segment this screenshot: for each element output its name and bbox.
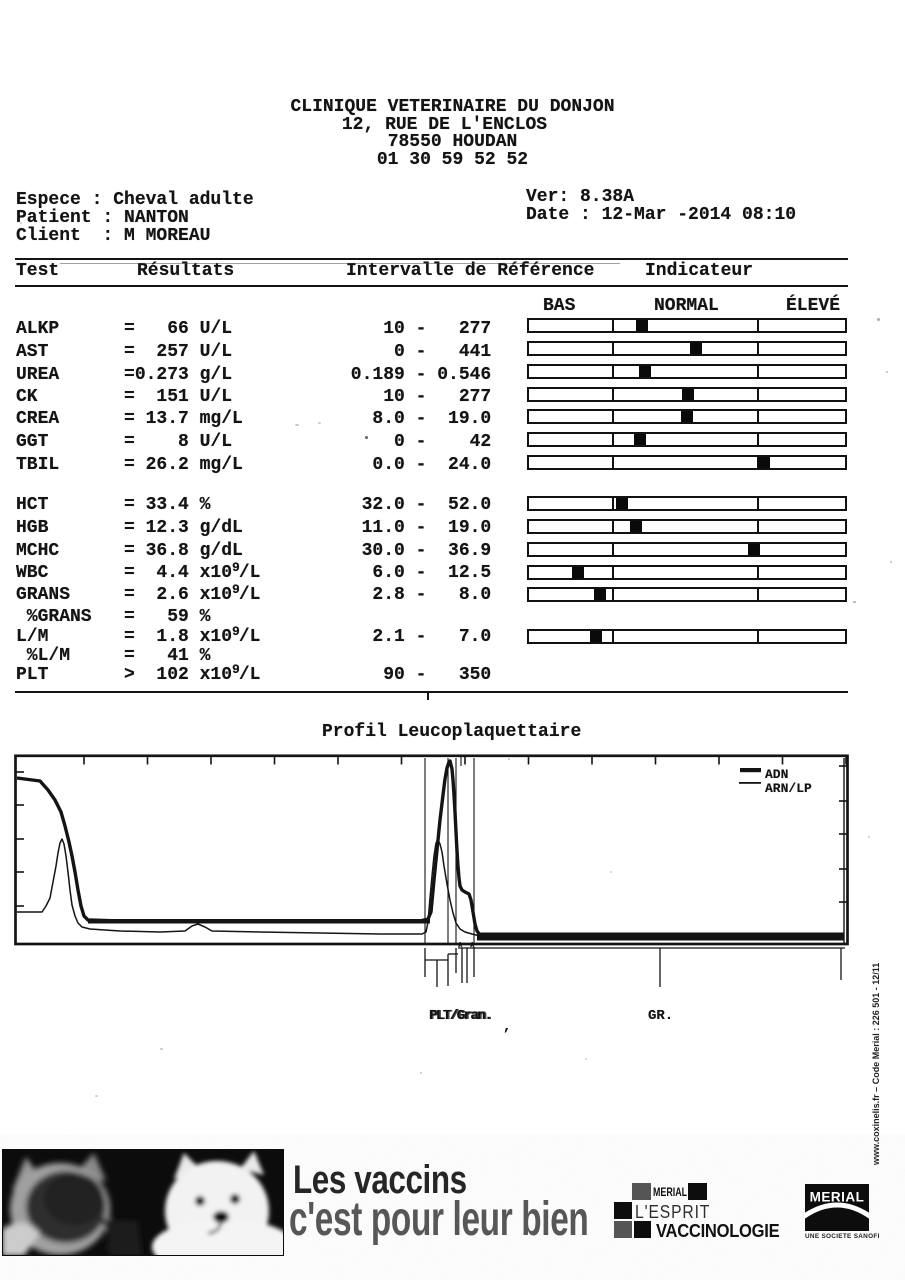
svg-text:*: * bbox=[468, 941, 476, 957]
svg-text:MERIAL: MERIAL bbox=[810, 1188, 865, 1204]
svg-text:*: * bbox=[456, 941, 464, 957]
